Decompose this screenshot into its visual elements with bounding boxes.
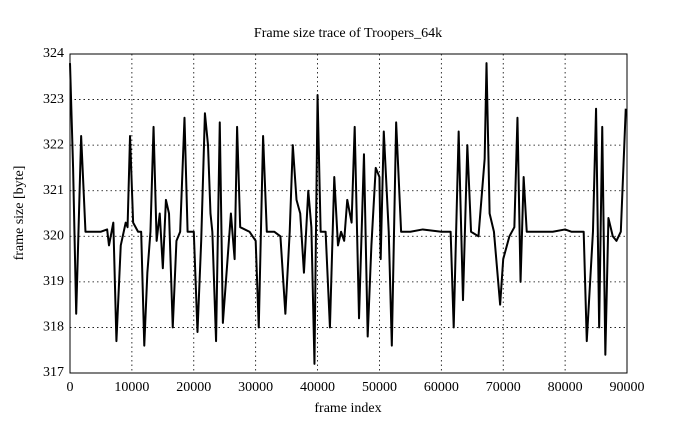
y-axis-label: frame size [byte]: [12, 166, 27, 261]
x-tick-label: 40000: [300, 380, 335, 395]
y-tick-label: 322: [43, 137, 64, 152]
x-tick-label: 70000: [486, 380, 521, 395]
x-tick-label: 30000: [238, 380, 273, 395]
y-tick-label: 323: [43, 92, 64, 107]
y-tick-label: 318: [43, 320, 64, 335]
data-line: [69, 62, 627, 365]
x-tick-label: 50000: [362, 380, 397, 395]
y-tick-label: 324: [43, 46, 64, 61]
chart-title: Frame size trace of Troopers_64k: [254, 26, 442, 41]
x-tick-label: 60000: [424, 380, 459, 395]
x-axis-label: frame index: [314, 401, 381, 416]
x-tick-label: 0: [67, 380, 74, 395]
y-tick-label: 320: [43, 229, 64, 244]
x-tick-label: 10000: [114, 380, 149, 395]
x-tick-label: 20000: [176, 380, 211, 395]
y-tick-label: 317: [43, 365, 64, 380]
x-tick-label: 90000: [610, 380, 645, 395]
y-tick-label: 319: [43, 274, 64, 289]
plot-frame: [69, 53, 628, 374]
y-tick-label: 321: [43, 183, 64, 198]
x-tick-label: 80000: [548, 380, 583, 395]
